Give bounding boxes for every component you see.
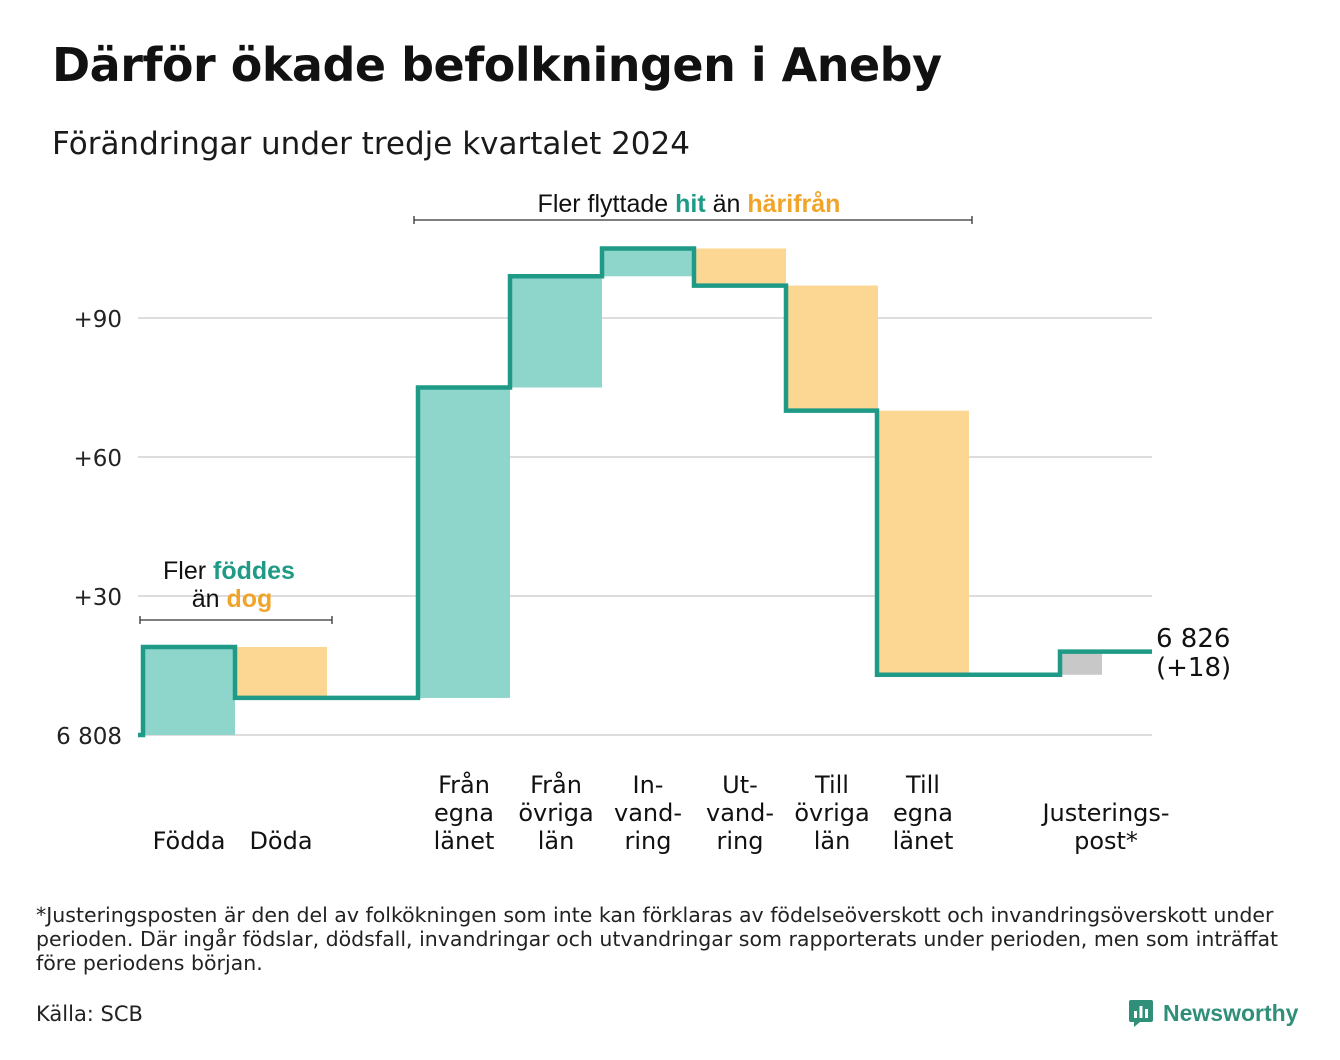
waterfall-bar: [510, 276, 602, 388]
category-label: Från: [438, 770, 490, 799]
chart-subtitle: Förändringar under tredje kvartalet 2024: [52, 126, 690, 162]
y-tick-label: +60: [73, 446, 122, 472]
waterfall-bar: [235, 646, 327, 698]
waterfall-bar: [1062, 651, 1102, 675]
waterfall-bar: [786, 285, 878, 411]
cumulative-step-line: [138, 246, 1152, 738]
chart-title: Därför ökade befolkningen i Aneby: [52, 38, 942, 92]
waterfall-bar: [694, 248, 786, 286]
category-label: länet: [893, 827, 954, 855]
category-label: In-: [633, 771, 664, 799]
waterfall-bar: [877, 410, 969, 675]
line-layer: [138, 246, 1152, 738]
category-label: Ut-: [722, 771, 758, 799]
moves-annotation: Fler flyttade hit än härifrån: [538, 190, 841, 218]
category-label: länet: [434, 827, 495, 855]
category-label: Till: [814, 771, 849, 799]
y-tick-label: +30: [73, 585, 122, 611]
newsworthy-logo: Newsworthy: [1128, 997, 1298, 1029]
end-change-label: (+18): [1156, 653, 1231, 683]
category-label: län: [814, 827, 851, 855]
category-label: post*: [1074, 827, 1138, 855]
brand-name: Newsworthy: [1163, 999, 1299, 1026]
category-label: egna: [434, 799, 494, 827]
category-label: Till: [905, 771, 940, 799]
bar-layer: [143, 248, 1102, 735]
waterfall-bar: [143, 646, 235, 735]
category-label: vand-: [706, 799, 774, 827]
newsworthy-logo-icon: [1129, 1000, 1153, 1027]
category-label: ring: [717, 827, 764, 855]
y-tick-label: 6 808: [56, 724, 122, 750]
category-label: ring: [625, 827, 672, 855]
category-label: Från: [530, 770, 582, 799]
births-annotation-line1: Fler föddes: [163, 557, 295, 585]
category-label: Döda: [249, 827, 312, 855]
waterfall-bar: [418, 387, 510, 698]
grid-layer: [138, 317, 1152, 736]
category-label: Justerings-: [1040, 799, 1169, 827]
footnote: *Justeringsposten är den del av folkökni…: [36, 903, 1279, 975]
y-tick-label: +90: [73, 307, 122, 333]
waterfall-bar: [602, 248, 694, 277]
births-annotation-line2: än dog: [192, 585, 273, 613]
category-label: egna: [893, 799, 953, 827]
category-label: övriga: [794, 799, 869, 827]
source-label: Källa: SCB: [36, 1002, 143, 1026]
category-label: län: [538, 827, 575, 855]
category-label: övriga: [518, 799, 593, 827]
end-value-label: 6 826: [1156, 624, 1230, 654]
category-label: Födda: [153, 827, 226, 855]
category-label: vand-: [614, 799, 682, 827]
